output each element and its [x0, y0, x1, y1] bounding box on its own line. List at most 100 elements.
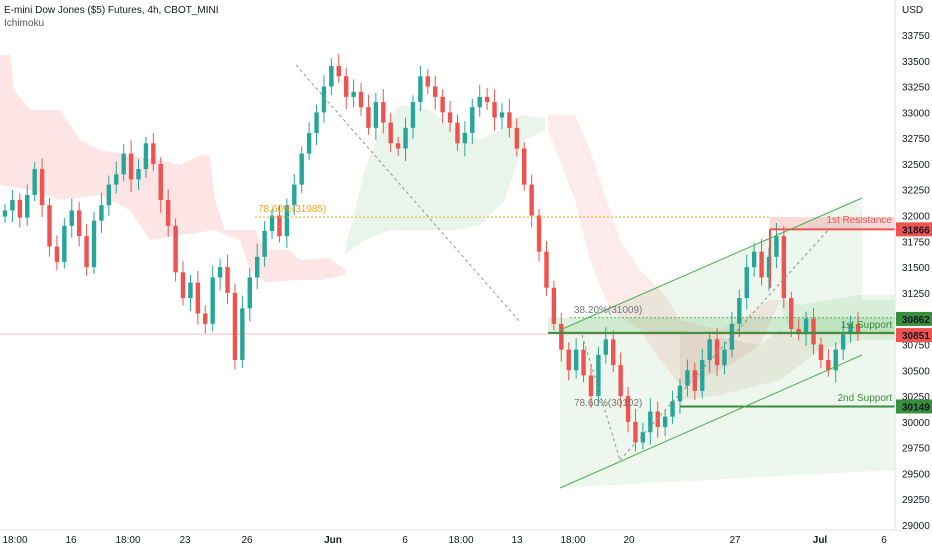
candle-body: [225, 267, 230, 293]
candle-body: [588, 375, 594, 397]
candle-body: [151, 143, 156, 164]
candle-body: [336, 65, 341, 77]
candle-body: [633, 421, 638, 443]
candle-body: [618, 365, 623, 397]
candle-body: [692, 370, 698, 391]
candle-body: [366, 107, 371, 128]
channel-upper: [559, 197, 863, 331]
candle-body: [62, 225, 67, 262]
candle-body: [826, 359, 831, 371]
candle-body: [655, 411, 660, 427]
time-axis[interactable]: 18:00 16 18:00 23 26 Jun 6 18:00 13 18:00 20 27 Jul 6: [0, 529, 932, 546]
candle-body: [47, 205, 52, 247]
price-tick: 30000: [902, 418, 930, 429]
candle-body: [462, 133, 468, 144]
price-label-upper-support-bg: [896, 311, 932, 326]
time-tick: Jun: [324, 535, 342, 546]
candle-body: [433, 86, 438, 97]
candle-body: [247, 277, 252, 309]
candle-body: [395, 143, 401, 149]
indicator-name[interactable]: Ichimoku: [4, 18, 45, 29]
projection-zone: [560, 198, 895, 488]
candle-body: [477, 96, 482, 108]
candle-body: [158, 163, 163, 201]
candle-body: [677, 385, 683, 402]
candle-body: [559, 323, 564, 350]
candle-body: [507, 112, 512, 128]
candle-body: [388, 122, 393, 144]
analysis-lines: 1st Resistance 1st Support 2nd Support 78.6…: [0, 64, 895, 489]
currency-label: USD: [902, 5, 923, 16]
candle-body: [269, 215, 275, 231]
candle-body: [277, 215, 282, 237]
candle-body: [136, 169, 141, 180]
candle-body: [254, 256, 260, 278]
candle-body: [796, 329, 801, 335]
candle-body: [188, 282, 193, 299]
price-tick: 32500: [902, 160, 930, 171]
candle-body: [84, 236, 89, 268]
label-fib-top: 78.60%(31985): [258, 204, 326, 215]
bullish-cloud-future: [780, 295, 895, 350]
candle-body: [848, 323, 853, 335]
time-tick: 18:00: [115, 535, 140, 546]
label-fib-low: 78.60%(30102): [574, 398, 642, 409]
candle-body: [737, 298, 742, 324]
candle-body: [685, 370, 690, 386]
candle-body: [210, 277, 215, 324]
price-tick: 30750: [902, 340, 930, 351]
candle-body: [2, 210, 8, 217]
price-tick: 32250: [902, 186, 930, 197]
candle-body: [143, 143, 149, 170]
price-axis[interactable]: USD 33750 33500 33250 33000 32750 32500 32250 32…: [894, 0, 930, 532]
fib-trend-down: [295, 64, 521, 323]
candle-body: [128, 153, 134, 180]
candle-body: [640, 432, 646, 443]
candle-body: [648, 411, 653, 433]
candle-body: [217, 267, 223, 278]
price-tick: 31250: [902, 289, 930, 300]
price-label-second-support-bg: [896, 399, 932, 414]
candle-body: [447, 112, 453, 123]
price-tick: 30500: [902, 366, 930, 377]
candle-body: [855, 323, 861, 335]
time-tick: 26: [241, 535, 253, 546]
candle-body: [662, 416, 668, 427]
price-tick: 31750: [902, 237, 930, 248]
candle-body: [781, 236, 787, 299]
candle-body: [99, 205, 104, 221]
time-tick: 16: [65, 535, 77, 546]
bearish-cloud-future: [548, 115, 780, 385]
time-tick: 18:00: [2, 535, 27, 546]
candle-body: [284, 205, 290, 237]
candle-body: [751, 251, 757, 268]
price-tick: 33500: [902, 57, 930, 68]
candle-body: [373, 102, 379, 128]
label-first-support: 1st Support: [841, 320, 892, 331]
candle-body: [818, 344, 824, 360]
candle-body: [492, 102, 497, 118]
price-label-resistance-bg: [896, 222, 932, 237]
candle-body: [321, 86, 327, 113]
candle-body: [522, 148, 527, 185]
candle-body: [76, 210, 82, 237]
candle-body: [232, 292, 238, 360]
candle-body: [759, 251, 764, 278]
price-tick: 31500: [902, 263, 930, 274]
candle-body: [262, 231, 267, 257]
candle-body: [603, 339, 609, 355]
candle-body: [195, 282, 201, 314]
candle-body: [32, 169, 37, 195]
time-tick: 23: [179, 535, 191, 546]
candle-body: [766, 256, 772, 278]
candle-body: [358, 91, 364, 108]
candle-body: [840, 334, 846, 350]
chart-title[interactable]: E-mini Dow Jones ($5) Futures, 4h, CBOT_…: [4, 5, 219, 16]
candle-body: [707, 339, 712, 360]
time-tick: 18:00: [448, 535, 473, 546]
time-tick: Jul: [813, 535, 828, 546]
label-second-support: 2nd Support: [838, 393, 893, 404]
price-label-upper-support: 30862: [902, 315, 930, 326]
candle-body: [774, 236, 779, 257]
